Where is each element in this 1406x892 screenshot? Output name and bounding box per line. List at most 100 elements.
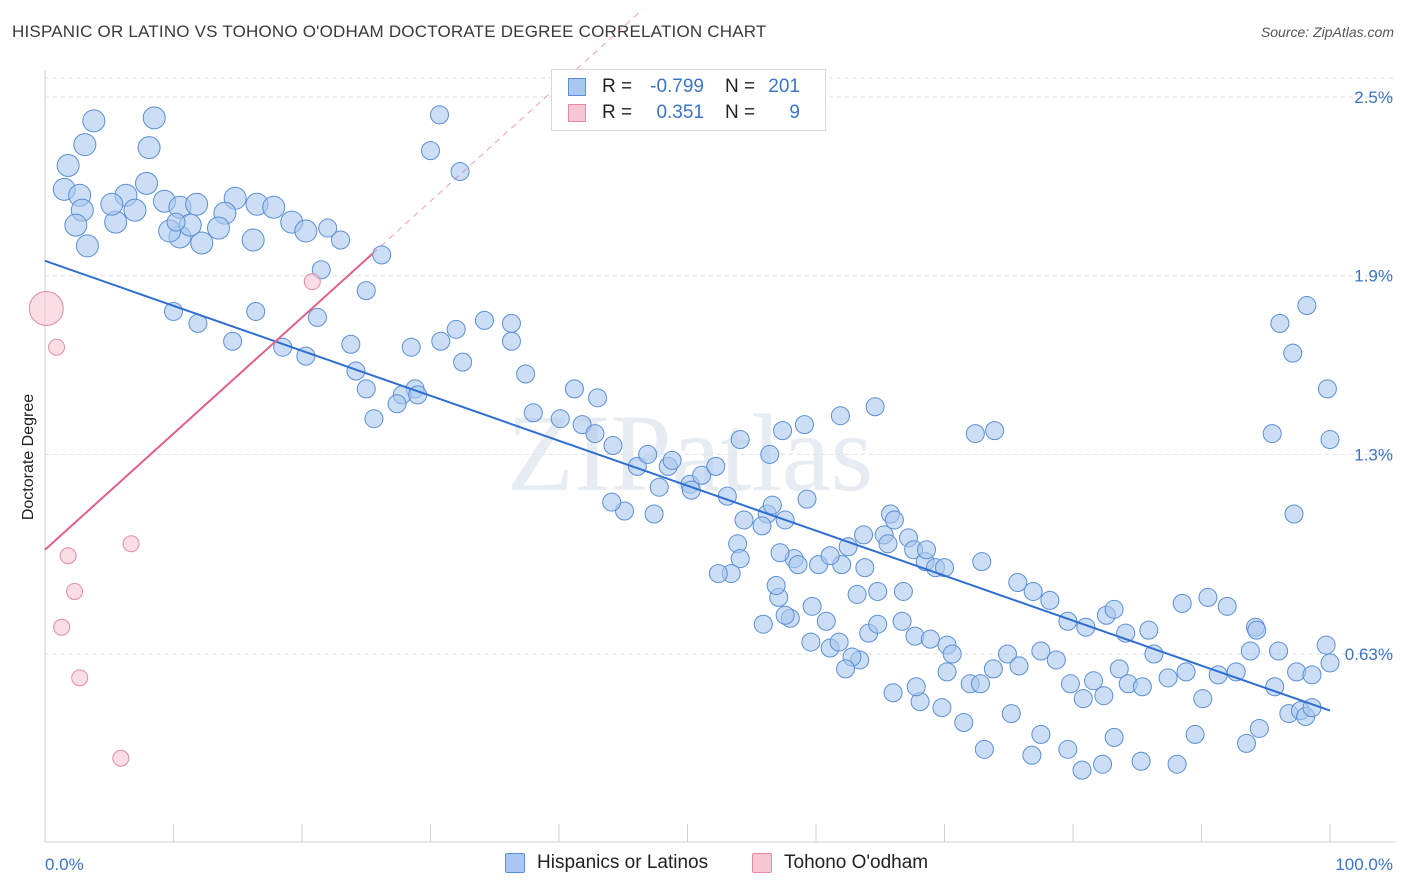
- blue-point: [137, 136, 161, 160]
- blue-point: [797, 489, 817, 509]
- blue-point: [773, 421, 793, 441]
- legend-n-label: N =: [724, 76, 756, 97]
- trendline-tohono-extension: [372, 9, 643, 254]
- y-tick-labels: 0.63% 1.3% 1.9% 2.5%: [1345, 88, 1393, 664]
- blue-point: [1247, 620, 1267, 640]
- correlation-legend: R = -0.799 N = 201 R = 0.351 N = 9: [551, 69, 826, 131]
- blue-point: [431, 331, 451, 351]
- blue-point: [516, 364, 536, 384]
- y-tick-label: 1.3%: [1354, 445, 1393, 464]
- blue-point: [1031, 724, 1051, 744]
- legend-label-hispanics: Hispanics or Latinos: [537, 852, 709, 873]
- blue-point: [974, 739, 994, 759]
- trend-lines: [44, 9, 1331, 712]
- legend-r-value: -0.799: [650, 76, 704, 97]
- legend-r-value: 0.351: [656, 102, 704, 123]
- blue-point: [1217, 596, 1237, 616]
- blue-point: [356, 281, 376, 301]
- blue-point: [1316, 635, 1336, 655]
- blue-point: [372, 245, 392, 265]
- blue-point: [294, 219, 318, 243]
- blue-point: [1001, 704, 1021, 724]
- blue-point: [1104, 599, 1124, 619]
- blue-point: [1040, 590, 1060, 610]
- series-hispanics-or-latinos: [52, 105, 1340, 780]
- blue-point: [446, 319, 466, 339]
- pink-point: [303, 273, 321, 291]
- blue-point: [550, 409, 570, 429]
- trendline-hispanics: [44, 259, 1331, 712]
- blue-point: [854, 525, 874, 545]
- blue-point: [206, 216, 230, 240]
- blue-point: [166, 212, 186, 232]
- blue-point: [1262, 424, 1282, 444]
- legend-n-value: 9: [789, 102, 800, 123]
- blue-point: [588, 388, 608, 408]
- legend-n-value: 201: [768, 76, 800, 97]
- blue-point: [706, 456, 726, 476]
- blue-point: [1302, 665, 1322, 685]
- blue-point: [708, 564, 728, 584]
- blue-point: [816, 611, 836, 631]
- y-axis-label: Doctorate Degree: [20, 394, 37, 520]
- pink-point: [66, 582, 84, 600]
- blue-point: [1287, 662, 1307, 682]
- pink-point: [71, 669, 89, 687]
- x-tick-label: 0.0%: [45, 855, 84, 874]
- pink-point: [53, 618, 71, 636]
- x-tick-labels: 0.0% 100.0%: [45, 855, 1393, 874]
- blue-point: [246, 301, 266, 321]
- blue-point: [1072, 760, 1092, 780]
- pink-point: [28, 290, 64, 326]
- blue-point: [1060, 674, 1080, 694]
- legend-item-tohono[interactable]: Tohono O'odham: [752, 852, 928, 874]
- blue-point: [1193, 689, 1213, 709]
- blue-point: [752, 516, 772, 536]
- blue-point: [906, 677, 926, 697]
- blue-point: [920, 629, 940, 649]
- blue-point: [603, 435, 623, 455]
- blue-point: [644, 504, 664, 524]
- blue-point: [223, 331, 243, 351]
- blue-point: [766, 575, 786, 595]
- blue-point: [1297, 296, 1317, 316]
- blue-point: [1265, 677, 1285, 697]
- blue-point: [788, 555, 808, 575]
- blue-point: [830, 406, 850, 426]
- blue-point: [1073, 689, 1093, 709]
- blue-point: [1270, 313, 1290, 333]
- blue-point: [331, 230, 351, 250]
- blue-point: [262, 195, 286, 219]
- blue-point: [1094, 686, 1114, 706]
- blue-point: [241, 228, 265, 252]
- blue-point: [341, 334, 361, 354]
- blue-point: [1185, 724, 1205, 744]
- blue-point: [142, 106, 166, 130]
- legend-item-hispanics[interactable]: Hispanics or Latinos: [505, 852, 708, 874]
- blue-point: [185, 192, 209, 216]
- blue-point: [73, 133, 97, 157]
- blue-point: [983, 659, 1003, 679]
- blue-point: [100, 192, 124, 216]
- blue-point: [838, 537, 858, 557]
- blue-point: [662, 450, 682, 470]
- blue-point: [884, 510, 904, 530]
- blue-point: [1022, 745, 1042, 765]
- series-legend: Hispanics or Latinos Tohono O'odham: [0, 852, 1406, 876]
- blue-point: [1317, 379, 1337, 399]
- blue-point: [638, 444, 658, 464]
- y-tick-label: 1.9%: [1354, 267, 1393, 286]
- blue-point: [1139, 620, 1159, 640]
- blue-point: [1236, 733, 1256, 753]
- blue-point: [892, 611, 912, 631]
- legend-swatch-pink: [568, 104, 586, 122]
- blue-point: [602, 492, 622, 512]
- blue-point: [985, 421, 1005, 441]
- blue-point: [364, 409, 384, 429]
- blue-point: [501, 313, 521, 333]
- blue-point: [453, 352, 473, 372]
- blue-point: [1249, 718, 1269, 738]
- legend-row-pink: R = 0.351 N = 9: [568, 101, 800, 125]
- blue-point: [64, 213, 88, 237]
